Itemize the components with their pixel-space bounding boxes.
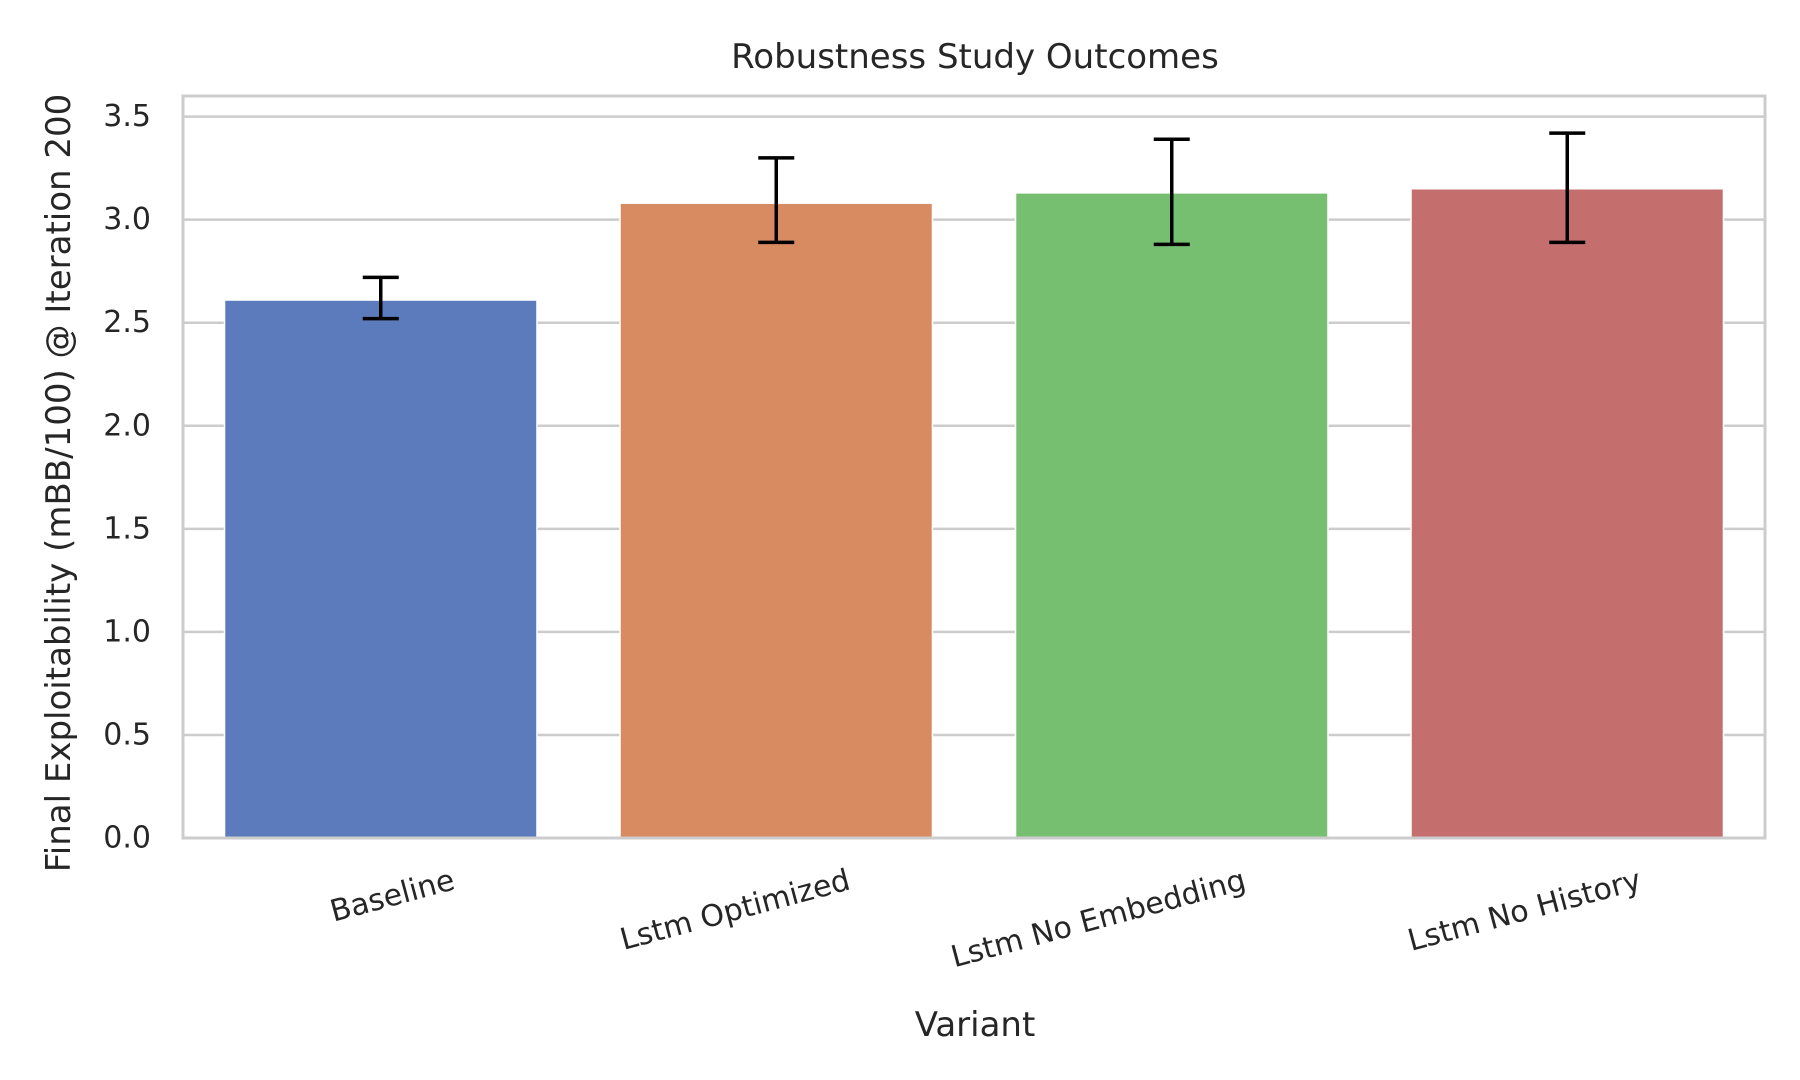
- x-axis-label: Variant: [915, 1005, 1036, 1045]
- error-bar: [1153, 137, 1190, 247]
- y-axis-label: Final Exploitability (mBB/100) @ Iterati…: [39, 94, 79, 873]
- y-tick-label: 3.5: [103, 99, 151, 134]
- error-bar: [362, 275, 399, 321]
- error-bar: [1549, 131, 1586, 245]
- x-tick-label: Lstm No Embedding: [947, 863, 1249, 975]
- y-tick-label: 0.5: [103, 717, 151, 752]
- x-tick-label: Baseline: [326, 863, 458, 930]
- y-tick-label: 0.0: [103, 821, 151, 856]
- y-tick-label: 1.5: [103, 511, 151, 546]
- y-tick-label: 3.0: [103, 202, 151, 237]
- y-tick-label: 2.5: [103, 305, 151, 340]
- plot-frame: [181, 94, 1767, 840]
- bar: [619, 202, 934, 839]
- y-tick-label: 2.0: [103, 408, 151, 443]
- x-tick-labels: Baseline Lstm Optimized Lstm No Embedding L…: [326, 863, 1644, 975]
- y-tick-labels: 0.0 0.5 1.0 1.5 2.0 2.5 3.0 3.5: [103, 99, 151, 855]
- bar: [223, 299, 538, 839]
- y-tick-label: 1.0: [103, 614, 151, 649]
- x-tick-label: Lstm Optimized: [616, 863, 853, 958]
- bar: [1014, 192, 1329, 839]
- bar: [1410, 188, 1725, 839]
- error-bar: [758, 156, 795, 245]
- chart-title: Robustness Study Outcomes: [731, 37, 1219, 77]
- error-bars: [362, 131, 1586, 321]
- x-tick-label: Lstm No History: [1404, 863, 1645, 959]
- bars: [223, 188, 1725, 839]
